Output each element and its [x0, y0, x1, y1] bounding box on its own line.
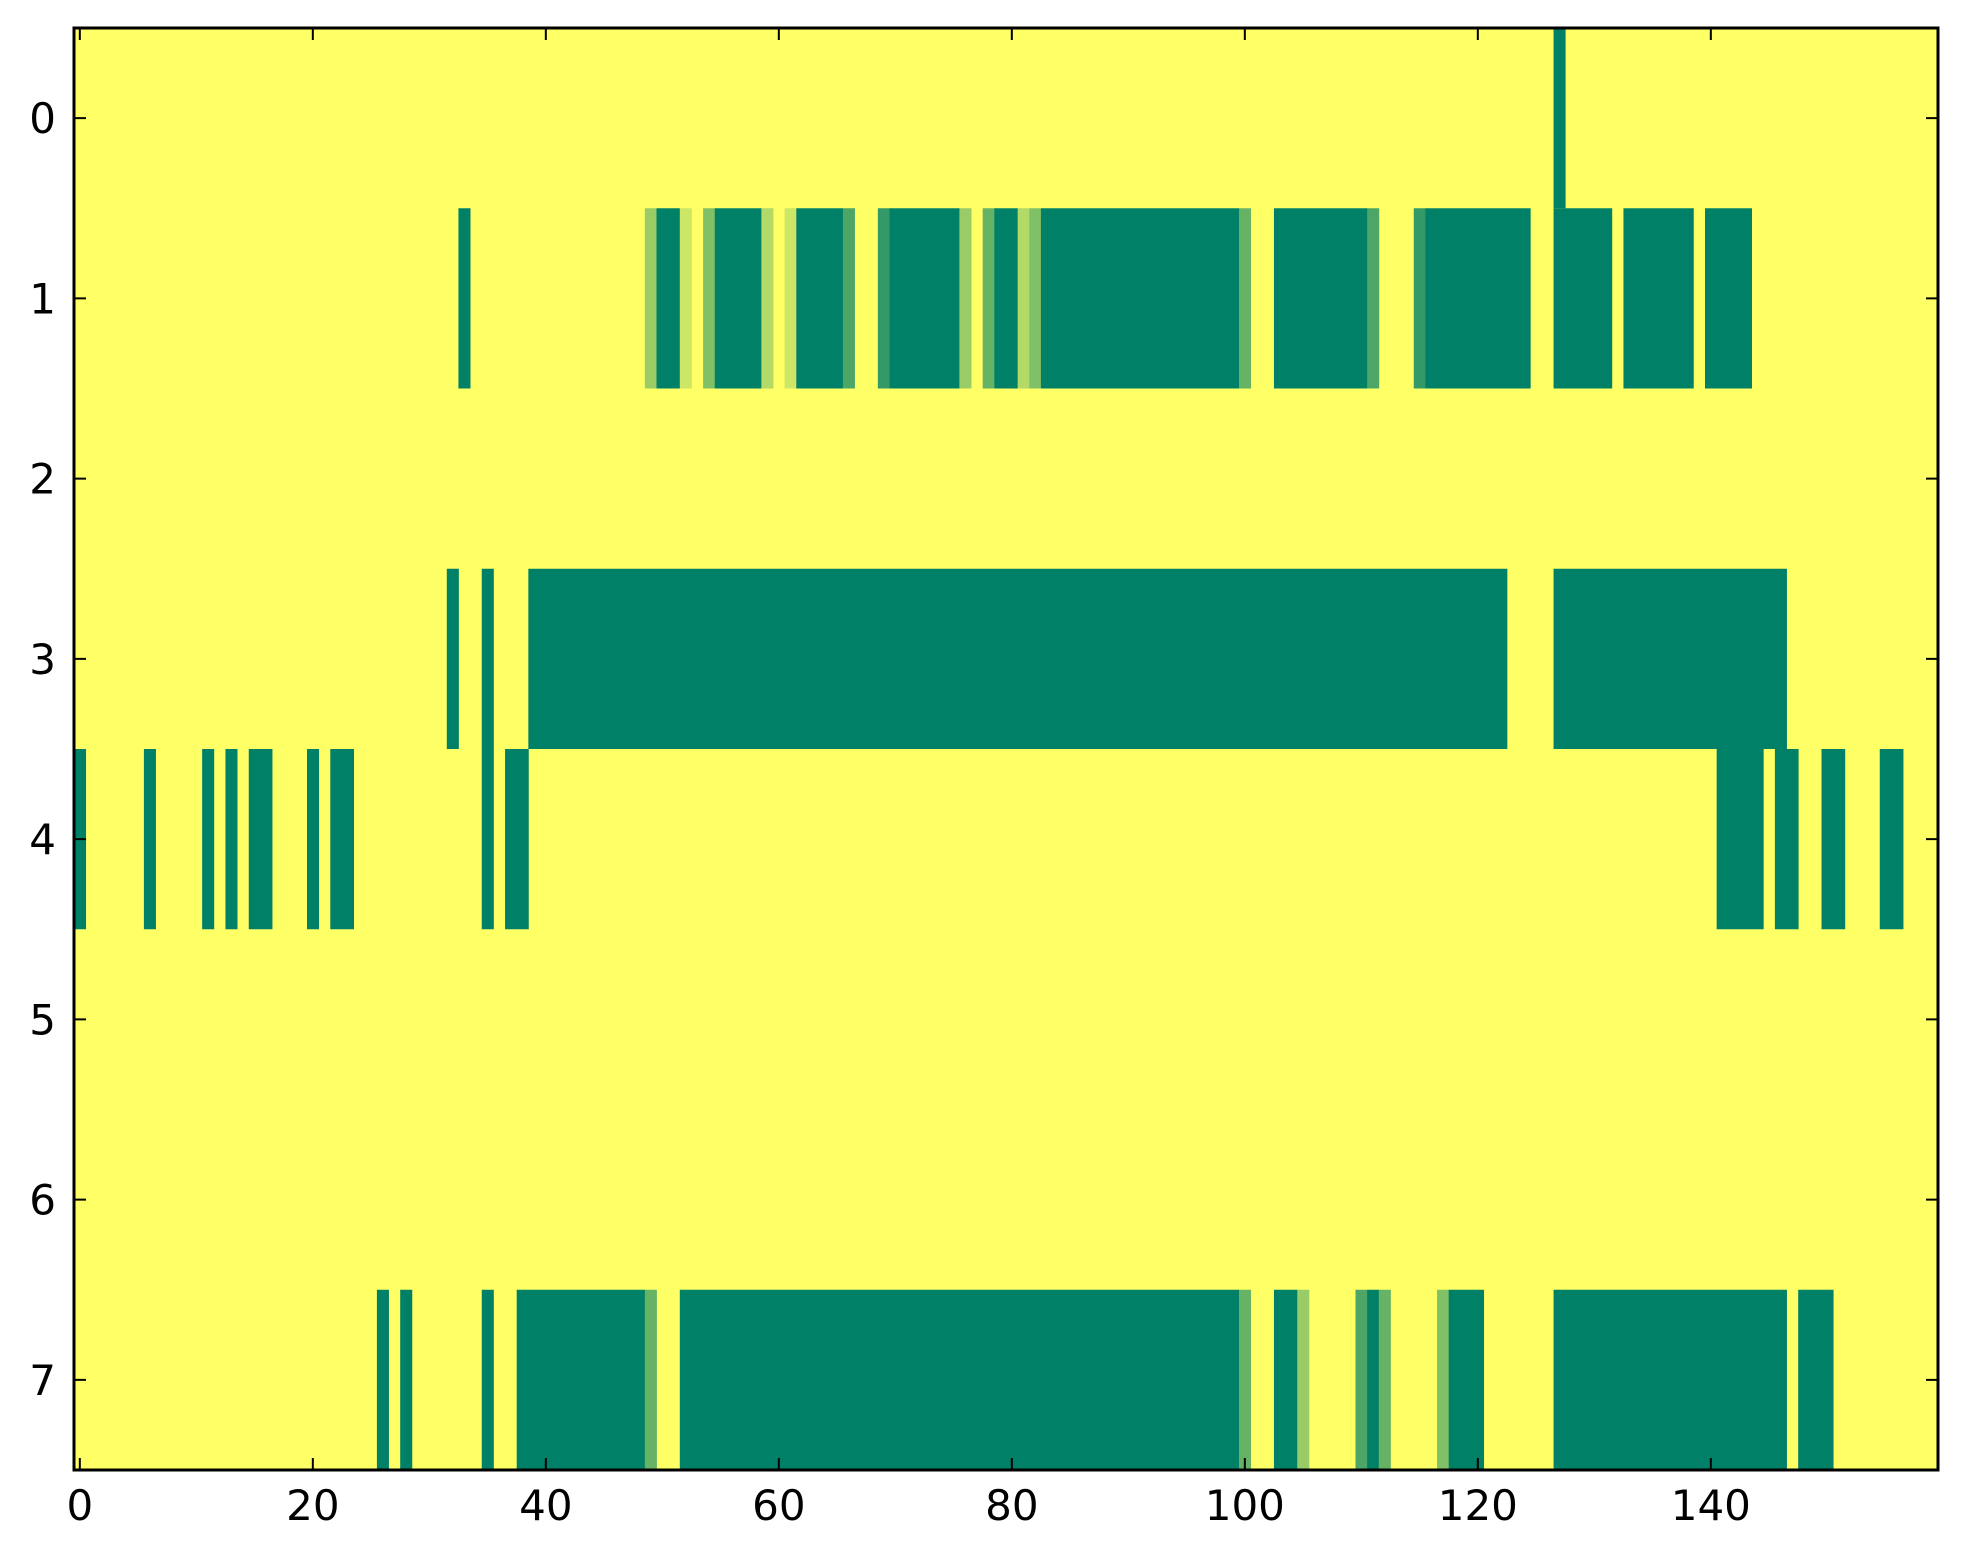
- heatmap-cell: [1239, 1289, 1252, 1470]
- heatmap-cell: [481, 749, 494, 930]
- heatmap-cell: [1774, 749, 1799, 930]
- heatmap-cell: [446, 568, 459, 749]
- heatmap-cell: [505, 749, 529, 930]
- heatmap-cell: [1239, 208, 1252, 389]
- y-tick-labels: 0 1 2 3 4 5 6 7: [29, 94, 56, 1405]
- heatmap-cell: [1879, 749, 1904, 930]
- heatmap-cell: [761, 208, 774, 389]
- x-tick-label: 40: [519, 1481, 572, 1530]
- heatmap-cell: [1297, 1289, 1310, 1470]
- x-tick-label: 80: [985, 1481, 1038, 1530]
- heatmap-cell: [330, 749, 354, 930]
- x-tick-label: 60: [752, 1481, 805, 1530]
- heatmap-cell: [307, 749, 320, 930]
- axis-ticks: [74, 28, 1938, 1470]
- heatmap-cell: [202, 749, 215, 930]
- heatmap-cell: [703, 208, 716, 389]
- y-tick-label: 0: [29, 94, 56, 143]
- heatmap-cell: [1367, 1289, 1380, 1470]
- heatmap-cell: [982, 208, 995, 389]
- heatmap-cell: [1273, 1289, 1298, 1470]
- heatmap-cell: [959, 208, 972, 389]
- heatmap-cell: [225, 749, 238, 930]
- heatmap-cell: [376, 1289, 389, 1470]
- heatmap-cell: [714, 208, 762, 389]
- heatmap-cell: [1367, 208, 1380, 389]
- heatmap-cell: [1413, 208, 1426, 389]
- heatmap-cell: [1623, 208, 1694, 389]
- plot-area: [74, 28, 1938, 1470]
- y-tick-label: 2: [29, 455, 56, 504]
- heatmap-cell: [842, 208, 855, 389]
- heatmap-cell: [1448, 1289, 1485, 1470]
- heatmap-cell: [1553, 1289, 1787, 1470]
- heatmap-cell: [528, 568, 1508, 749]
- heatmap-cell: [784, 208, 797, 389]
- heatmap-cell: [877, 208, 890, 389]
- heatmap-cell: [644, 1289, 657, 1470]
- y-tick-label: 1: [29, 274, 56, 323]
- heatmap-cell: [679, 1289, 1240, 1470]
- heatmap-cell: [1705, 208, 1752, 389]
- y-tick-label: 7: [29, 1356, 56, 1405]
- heatmap-cell: [1355, 1289, 1368, 1470]
- heatmap-cell: [1437, 1289, 1450, 1470]
- heatmap-cell: [994, 208, 1019, 389]
- y-tick-label: 6: [29, 1176, 56, 1225]
- heatmap-cell: [400, 1289, 413, 1470]
- heatmap-cell: [1273, 208, 1368, 389]
- y-tick-label: 3: [29, 635, 56, 684]
- x-tick-label: 100: [1205, 1481, 1285, 1530]
- heatmap-cell: [481, 568, 494, 749]
- y-tick-label: 5: [29, 995, 56, 1044]
- heatmap-cell: [516, 1289, 646, 1470]
- heatmap-cell: [1029, 208, 1042, 389]
- heatmap-cell: [1821, 749, 1846, 930]
- heatmap-cell: [796, 208, 844, 389]
- heatmap-cell: [644, 208, 657, 389]
- heatmap-cell: [889, 208, 960, 389]
- axes-frame: [72, 26, 1940, 1472]
- x-tick-label: 0: [66, 1481, 93, 1530]
- heatmap-cell: [1040, 208, 1240, 389]
- x-tick-labels: 0 20 40 60 80 100 120 140: [66, 1481, 1750, 1530]
- x-tick-label: 20: [286, 1481, 339, 1530]
- heatmap-cell: [458, 208, 471, 389]
- heatmap-cell: [481, 1289, 494, 1470]
- heatmap-cell: [656, 208, 681, 389]
- heatmap-cell: [1553, 28, 1566, 209]
- heatmap-cell: [1553, 208, 1613, 389]
- x-tick-label: 120: [1438, 1481, 1518, 1530]
- y-tick-label: 4: [29, 815, 56, 864]
- heatmap-cell: [1553, 568, 1787, 749]
- heatmap-cell: [1716, 749, 1764, 930]
- heatmap-cell: [679, 208, 692, 389]
- heatmap-cell: [143, 749, 156, 930]
- x-tick-label: 140: [1671, 1481, 1751, 1530]
- heatmap-cell: [1425, 208, 1531, 389]
- heatmap-cell: [248, 749, 273, 930]
- heatmap-cell: [1017, 208, 1030, 389]
- heatmap-cell: [1798, 1289, 1834, 1470]
- heatmap-cell: [1378, 1289, 1391, 1470]
